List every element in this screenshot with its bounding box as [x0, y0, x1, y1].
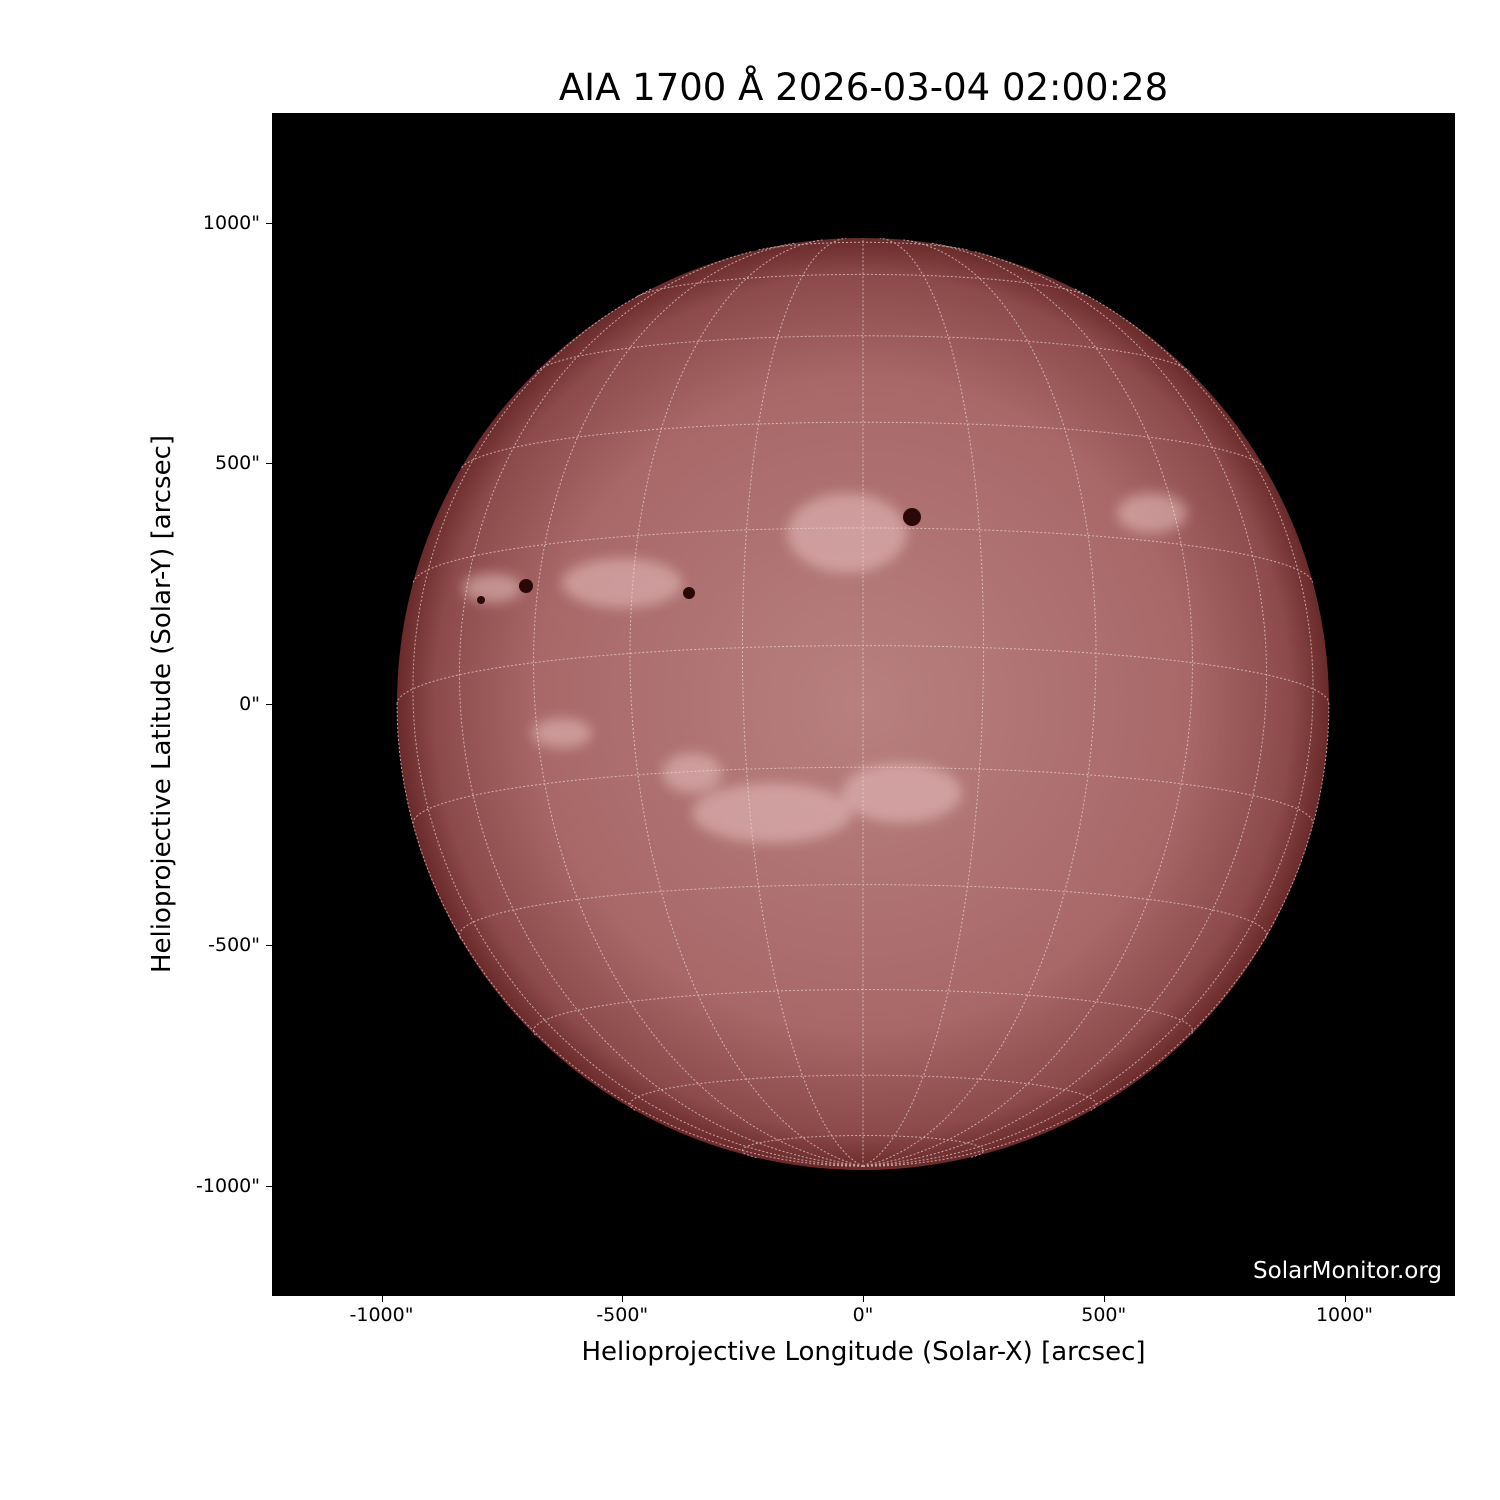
grid-line: [629, 239, 864, 1167]
x-tick-label: -1000": [349, 1304, 414, 1326]
grid-line: [636, 273, 1090, 297]
sunspots: [477, 508, 921, 604]
grid-line: [629, 1074, 1097, 1111]
y-tick-mark: [266, 222, 272, 224]
sunspot: [519, 579, 533, 593]
heliographic-grid: [396, 237, 1330, 1167]
grid-line: [536, 335, 1190, 372]
y-tick-label: 1000": [202, 211, 260, 234]
solar-image-axes: SolarMonitor.org: [272, 113, 1455, 1296]
sunspot: [477, 596, 485, 604]
x-tick-label: -500": [596, 1304, 649, 1326]
x-tick-label: 1000": [1315, 1304, 1374, 1326]
x-tick-mark: [1103, 1296, 1105, 1302]
grid-line: [412, 288, 864, 1167]
watermark: SolarMonitor.org: [1253, 1258, 1442, 1284]
y-tick-mark: [266, 944, 272, 946]
sunspot: [683, 587, 695, 599]
x-tick-mark: [1344, 1296, 1346, 1302]
y-tick-mark: [266, 463, 272, 465]
grid-line: [532, 242, 864, 1167]
grid-line: [862, 237, 985, 1167]
grid-line: [412, 766, 1314, 824]
grid-line: [532, 989, 1194, 1036]
grid-line: [412, 527, 1314, 583]
grid-line: [758, 241, 968, 251]
y-tick-mark: [266, 704, 272, 705]
grid-line: [862, 242, 1194, 1167]
y-tick-label: -500": [208, 933, 260, 956]
y-tick-mark: [266, 1185, 272, 1187]
y-tick-label: 0": [239, 693, 260, 715]
x-tick-label: 0": [852, 1304, 874, 1326]
plage-regions: [462, 493, 1187, 843]
y-tick-label: 500": [214, 452, 260, 475]
grid-line: [862, 251, 1268, 1167]
grid-line: [741, 237, 864, 1167]
grid-line: [862, 288, 1314, 1167]
x-tick-mark: [381, 1296, 383, 1302]
y-tick-label: -1000": [196, 1174, 260, 1197]
grid-line: [458, 251, 864, 1167]
x-tick-label: 500": [1081, 1304, 1127, 1326]
grid-line: [862, 239, 1097, 1167]
grid-line: [741, 1135, 985, 1159]
x-tick-mark: [863, 1296, 864, 1302]
grid-line: [396, 645, 1330, 705]
y-axis-label: Helioprojective Latitude (Solar-Y) [arcs…: [147, 434, 177, 974]
x-tick-mark: [622, 1296, 624, 1302]
x-axis-label: Helioprojective Longitude (Solar-X) [arc…: [581, 1337, 1146, 1367]
grid-line: [458, 884, 1268, 939]
solar-disk: [397, 238, 1329, 1170]
sunspot: [903, 508, 921, 526]
solar-disk-image: [396, 237, 1330, 1170]
plot-title: AIA 1700 Å 2026-03-04 02:00:28: [558, 66, 1169, 109]
